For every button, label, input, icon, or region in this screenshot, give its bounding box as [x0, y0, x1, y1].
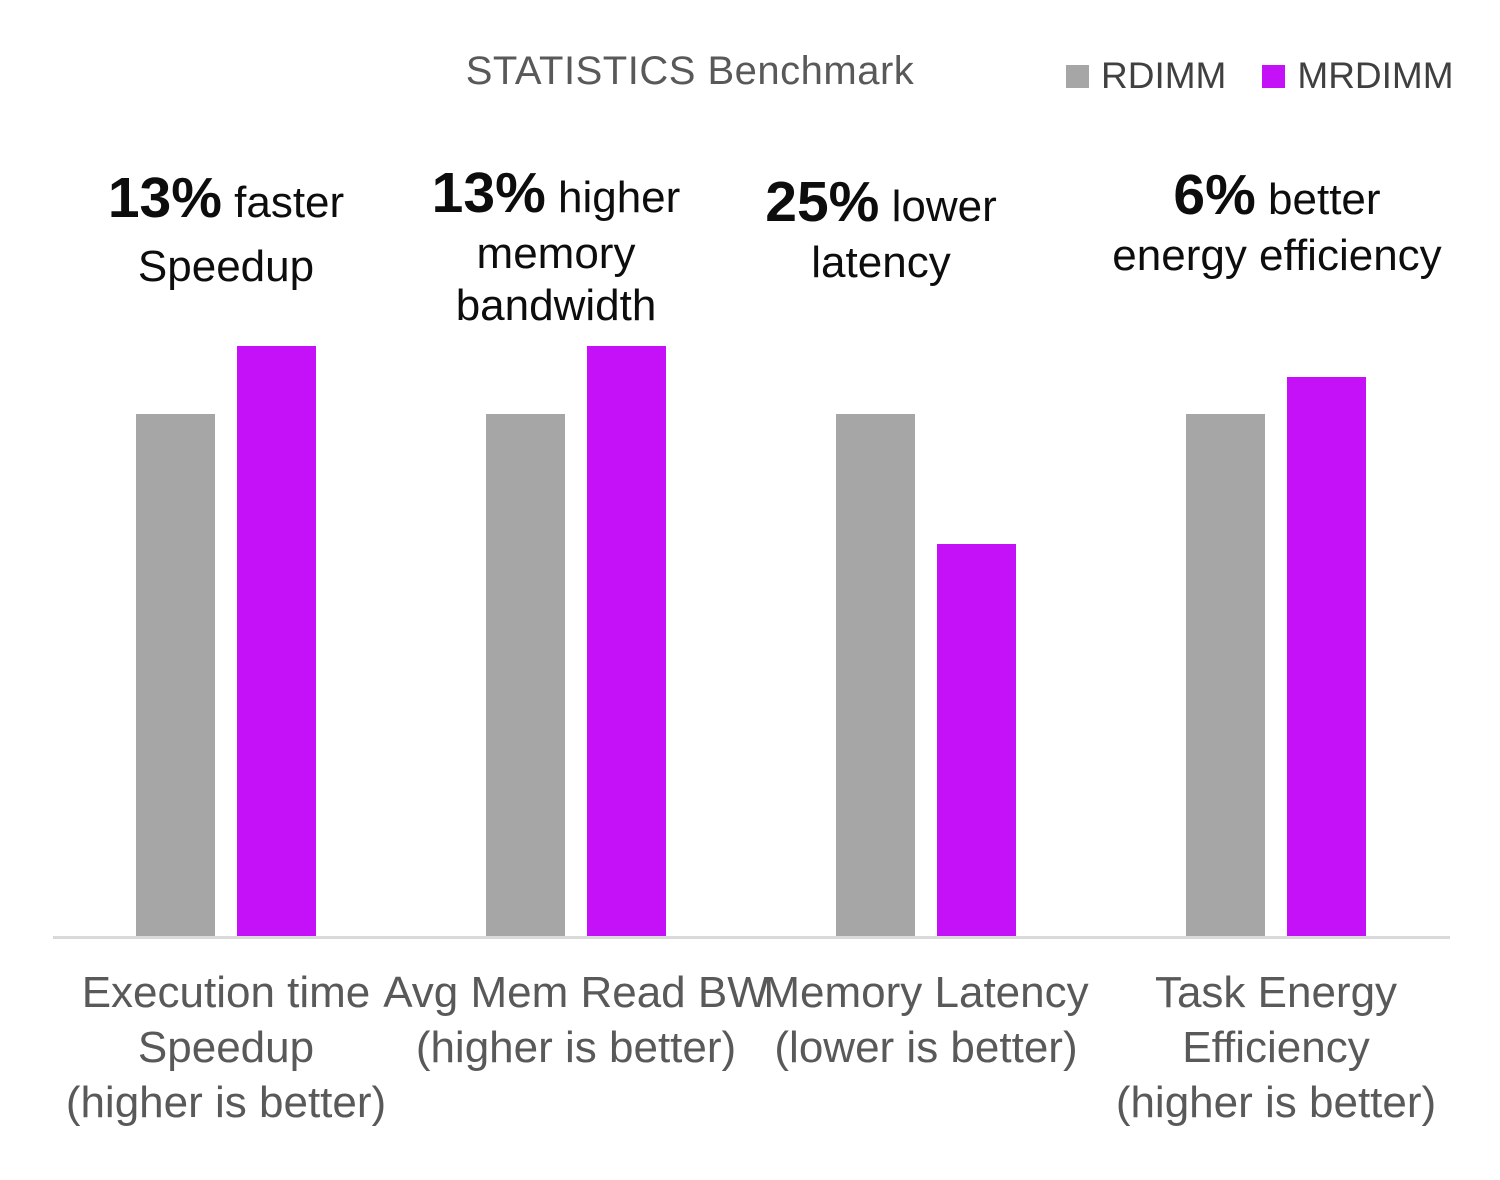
- annotation-percent-value: 13%: [107, 166, 222, 230]
- annotation-line: bandwidth: [455, 281, 657, 330]
- x-axis-baseline: [53, 936, 1450, 939]
- category-label-line: Speedup: [137, 1023, 315, 1072]
- legend-label-rdimm: RDIMM: [1101, 55, 1227, 96]
- category-label-3: Memory Latency (lower is better): [696, 965, 1156, 1075]
- category-label-line: Memory Latency: [763, 968, 1089, 1017]
- category-label-line: (higher is better): [1115, 1078, 1437, 1127]
- annotation-headline: 13% higher: [326, 163, 786, 228]
- bar-rdimm-3: [836, 414, 915, 936]
- annotation-4: 6% better energy efficiency: [1047, 165, 1500, 282]
- mrdimm-swatch-icon: [1262, 64, 1286, 88]
- category-label-line: (higher is better): [415, 1023, 737, 1072]
- category-label-line: Avg Mem Read BW: [383, 968, 769, 1017]
- annotation-2: 13% higher memory bandwidth: [326, 163, 786, 332]
- bar-mrdimm-2: [587, 346, 666, 936]
- legend-item-mrdimm: MRDIMM: [1262, 55, 1454, 97]
- annotation-headline-text: higher: [545, 173, 681, 222]
- annotation-headline: 6% better: [1047, 165, 1500, 230]
- bar-rdimm-4: [1186, 414, 1265, 936]
- annotation-line: latency: [811, 238, 951, 287]
- annotation-headline: 25% lower: [651, 172, 1111, 237]
- category-label-line: Task Energy: [1154, 968, 1398, 1017]
- category-label-line: Execution time: [81, 968, 371, 1017]
- annotation-percent-value: 13%: [431, 161, 546, 225]
- annotation-headline-text: lower: [879, 182, 997, 231]
- bar-mrdimm-1: [237, 346, 316, 936]
- category-label-line: (lower is better): [774, 1023, 1078, 1072]
- annotation-headline-text: better: [1255, 175, 1381, 224]
- category-label-1: Execution time Speedup (higher is better): [0, 965, 456, 1130]
- category-label-line: (higher is better): [65, 1078, 387, 1127]
- category-label-line: Efficiency: [1182, 1023, 1370, 1072]
- legend-item-rdimm: RDIMM: [1066, 55, 1226, 97]
- legend-label-mrdimm: MRDIMM: [1297, 55, 1454, 96]
- annotation-3: 25% lower latency: [651, 172, 1111, 289]
- annotation-headline-text: faster: [221, 178, 345, 227]
- bar-mrdimm-4: [1287, 377, 1366, 936]
- category-label-2: Avg Mem Read BW (higher is better): [346, 965, 806, 1075]
- annotation-1: 13% faster Speedup: [0, 168, 456, 293]
- bar-mrdimm-3: [937, 544, 1016, 936]
- annotation-line: Speedup: [137, 242, 315, 291]
- bar-rdimm-1: [136, 414, 215, 936]
- annotation-line: memory: [476, 229, 636, 278]
- annotation-headline: 13% faster: [0, 168, 456, 233]
- chart-legend: RDIMM MRDIMM: [1066, 54, 1454, 98]
- annotation-percent-value: 25%: [765, 170, 880, 234]
- rdimm-swatch-icon: [1066, 64, 1089, 88]
- annotation-percent-value: 6%: [1173, 163, 1256, 227]
- chart-title: STATISTICS Benchmark: [465, 49, 915, 93]
- annotation-line: energy efficiency: [1112, 231, 1442, 280]
- category-label-4: Task Energy Efficiency (higher is better): [1046, 965, 1500, 1130]
- bar-rdimm-2: [486, 414, 565, 936]
